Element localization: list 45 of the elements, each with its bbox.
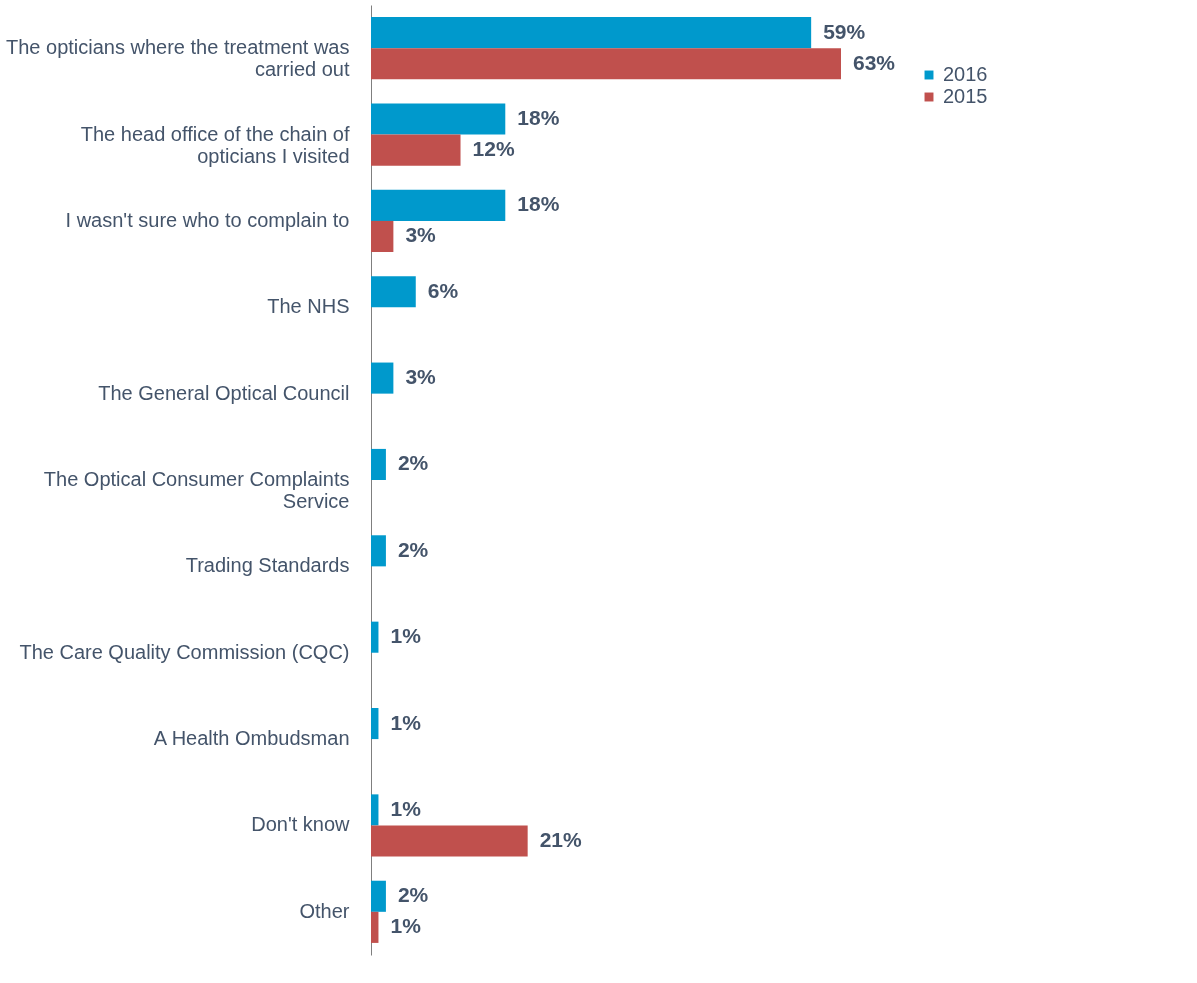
bar	[371, 535, 386, 567]
data-label: 3%	[405, 223, 437, 247]
data-label: 1%	[390, 914, 422, 938]
y-tick-label: The Care Quality Commission (CQC)	[19, 640, 350, 663]
bar	[371, 103, 506, 135]
data-label: 63%	[853, 50, 896, 74]
bar	[371, 708, 379, 740]
bar	[371, 911, 379, 943]
data-label: 2%	[397, 537, 429, 561]
bar	[371, 362, 394, 394]
y-tick-label: The opticians where the treatment was carried out	[5, 36, 350, 81]
bar	[371, 189, 506, 221]
data-label: 2%	[397, 451, 429, 475]
bar	[371, 794, 379, 826]
data-label: 1%	[390, 796, 422, 820]
data-label: 12%	[472, 137, 515, 161]
bar	[371, 276, 416, 308]
data-label: 18%	[517, 106, 560, 129]
bar	[371, 825, 528, 857]
data-label: 2%	[397, 883, 429, 907]
y-tick-label: The General Optical Council	[98, 381, 350, 404]
bar	[371, 220, 394, 252]
bar	[371, 48, 841, 80]
data-label: 59%	[823, 19, 866, 43]
legend-label: 2015	[943, 85, 988, 107]
data-label: 1%	[390, 624, 422, 648]
y-tick-label: Trading Standards	[185, 554, 350, 577]
bar	[371, 880, 386, 912]
y-tick-label: The head office of the chain of opticians I visited	[80, 122, 350, 167]
data-label: 3%	[405, 365, 437, 389]
y-tick-label: The NHS	[267, 295, 350, 318]
data-label: 21%	[539, 828, 583, 851]
bar	[371, 621, 379, 653]
y-tick-label: The Optical Consumer Complaints Service	[43, 468, 350, 512]
bar	[371, 448, 386, 480]
y-tick-label: A Health Ombudsman	[153, 727, 350, 750]
legend-label: 2016	[943, 63, 988, 85]
y-tick-label: Other	[299, 899, 350, 922]
data-label: 1%	[390, 710, 422, 734]
data-label: 18%	[517, 192, 560, 216]
bar	[371, 17, 812, 49]
bar	[371, 134, 461, 166]
data-label: 6%	[427, 278, 459, 302]
y-tick-label: I wasn't sure who to complain to	[65, 208, 350, 231]
y-tick-label: Don't know	[251, 813, 351, 836]
